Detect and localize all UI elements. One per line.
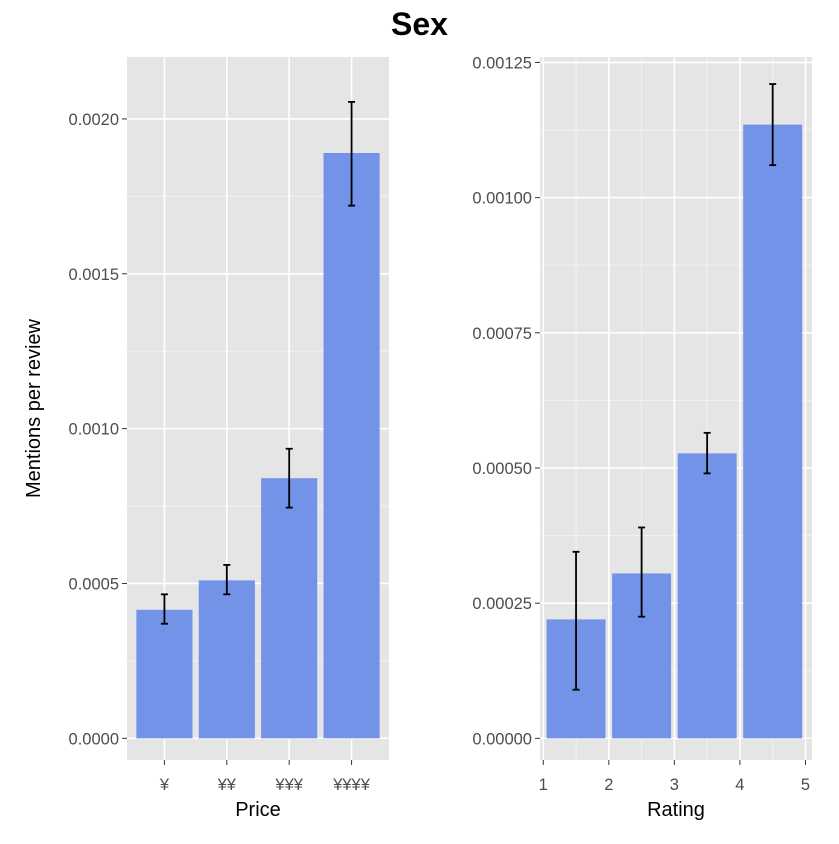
- error-bar: [769, 83, 777, 167]
- error-bar: [703, 431, 711, 475]
- bar: [743, 124, 803, 739]
- y-tick-label: 0.0020: [69, 111, 119, 129]
- y-tick-label: 0.00100: [472, 190, 532, 208]
- y-tick-label: 0.00075: [472, 325, 532, 343]
- x-axis-title: Rating: [647, 799, 705, 821]
- x-tick-label: 2: [604, 776, 613, 794]
- y-tick-label: 0.0015: [69, 266, 119, 284]
- y-tick-label: 0.0000: [69, 730, 119, 748]
- x-tick-label: 4: [735, 776, 744, 794]
- x-axis-title: Price: [235, 799, 281, 821]
- x-tick-label: 5: [801, 776, 810, 794]
- chart-panel-2: 0.00000 0.00025 0.00050 0.00075 0.00100 0.001…: [472, 54, 812, 821]
- error-bar: [285, 447, 293, 509]
- bar: [323, 153, 380, 739]
- x-tick-label: ¥¥¥¥: [332, 776, 371, 794]
- y-axis-title: Mentions per review: [23, 318, 45, 498]
- error-bar: [223, 563, 231, 596]
- x-tick-label: 3: [670, 776, 679, 794]
- error-bar: [160, 593, 168, 625]
- error-bar: [348, 101, 356, 207]
- x-tick-label: ¥¥: [217, 776, 237, 794]
- error-bar: [572, 550, 580, 691]
- x-tick-label: ¥: [159, 776, 170, 794]
- y-tick-label: 0.00000: [472, 730, 532, 748]
- x-tick-label: 1: [539, 776, 548, 794]
- bar: [677, 453, 737, 739]
- error-bar: [638, 526, 646, 618]
- bar: [198, 580, 255, 739]
- bar: [136, 609, 193, 739]
- y-tick-label: 0.00025: [472, 595, 532, 613]
- chart-title: Sex: [391, 6, 448, 42]
- y-tick-label: 0.00050: [472, 460, 532, 478]
- y-tick-label: 0.0005: [69, 575, 119, 593]
- y-tick-label: 0.0010: [69, 421, 119, 439]
- x-tick-label: ¥¥¥: [274, 776, 303, 794]
- bar: [261, 478, 318, 739]
- y-tick-label: 0.00125: [472, 54, 532, 72]
